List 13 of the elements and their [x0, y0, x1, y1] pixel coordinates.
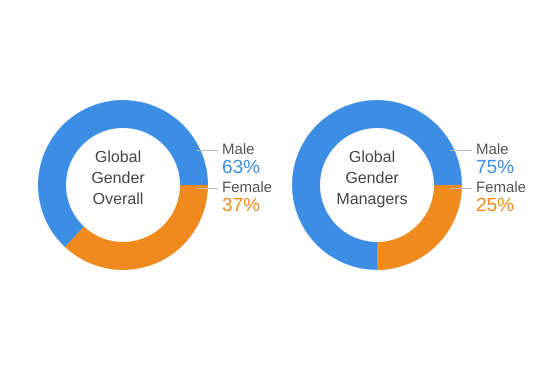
data-label: 75%	[476, 157, 514, 179]
data-label: 25%	[476, 195, 514, 217]
donut-slice	[64, 185, 208, 270]
donut-slice	[38, 100, 208, 247]
text: Global Gender Managers	[335, 148, 409, 210]
slice-label: Male	[476, 141, 509, 158]
slice-label: Male	[222, 141, 255, 158]
donut-slice	[292, 100, 462, 270]
slice-label: Female	[222, 179, 272, 196]
data-label: 37%	[222, 195, 260, 217]
text: Global Gender Overall	[90, 148, 146, 210]
data-label: 63%	[222, 157, 260, 179]
slice-label: Female	[476, 179, 526, 196]
